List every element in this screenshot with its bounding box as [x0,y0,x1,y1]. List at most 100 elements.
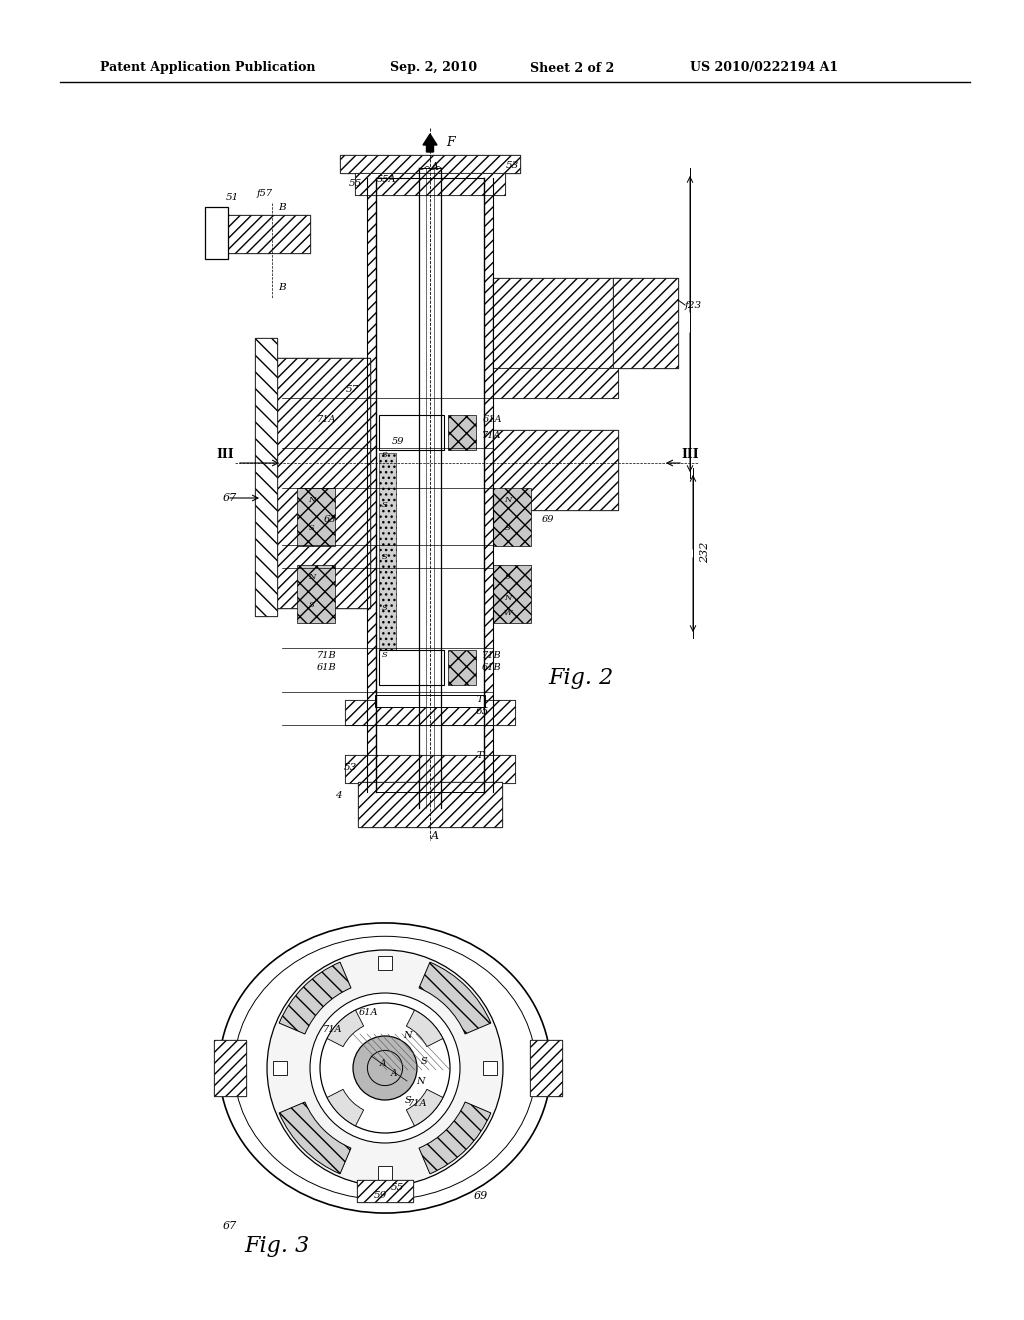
Bar [275,358,370,609]
Bar [379,414,444,450]
Text: 65: 65 [475,708,488,717]
Text: 67: 67 [223,492,238,503]
Text: S: S [505,524,511,532]
Bar [340,154,520,173]
Bar [345,700,515,725]
Text: 71A: 71A [408,1100,427,1109]
Bar [379,453,396,653]
Text: III: III [681,449,698,462]
Bar [493,368,618,399]
Bar [255,338,278,616]
Bar [345,755,515,783]
Text: B: B [279,284,286,293]
Text: 61A: 61A [359,1008,379,1018]
Text: B: B [279,203,286,213]
Text: N: N [504,496,512,504]
Text: Patent Application Publication: Patent Application Publication [100,62,315,74]
Wedge shape [419,962,490,1034]
Text: N: N [417,1077,425,1085]
Bar [275,358,370,609]
Text: 53: 53 [506,161,518,169]
Text: 71A: 71A [482,430,502,440]
Text: 61B: 61B [482,664,502,672]
Bar [449,649,476,685]
Bar [355,173,505,195]
Bar [378,1166,392,1180]
Bar [483,1061,497,1074]
Bar [378,956,392,970]
Text: T: T [477,751,483,759]
Text: 61B: 61B [317,664,337,672]
Wedge shape [419,1102,490,1173]
Text: 53: 53 [343,763,356,772]
Text: 4: 4 [335,791,341,800]
Bar [493,430,618,510]
Bar [205,207,228,259]
Text: Sheet 2 of 2: Sheet 2 of 2 [530,62,614,74]
Text: A: A [431,832,439,841]
Text: N: N [504,594,512,602]
Text: 71B: 71B [317,651,337,660]
Text: S: S [404,1096,411,1105]
Text: f57: f57 [257,189,273,198]
Bar [484,178,493,792]
Text: N: N [308,573,315,581]
Bar [375,696,485,708]
Bar [214,1040,246,1096]
Text: A: A [391,1068,397,1077]
Wedge shape [327,1010,364,1047]
Bar [358,781,502,828]
Text: S: S [421,1057,427,1067]
Bar [345,755,515,783]
Bar [225,215,310,253]
Wedge shape [280,962,351,1034]
Text: W: W [504,609,512,616]
Bar [493,279,618,368]
Text: 59: 59 [374,1192,387,1200]
Text: N: N [403,1031,412,1040]
Text: 59: 59 [392,437,404,446]
Wedge shape [407,1089,443,1126]
Text: S: S [382,605,388,612]
Text: 55: 55 [390,1184,403,1192]
Bar [530,1040,562,1096]
Text: T: T [477,696,483,705]
Text: S: S [382,553,388,561]
Text: 71A: 71A [317,416,337,425]
Text: Sep. 2, 2010: Sep. 2, 2010 [390,62,477,74]
Text: US 2010/0222194 A1: US 2010/0222194 A1 [690,62,838,74]
Text: N: N [308,496,315,504]
Bar [273,1061,287,1074]
FancyArrow shape [423,135,437,152]
Text: 69: 69 [474,1191,488,1201]
Text: 232: 232 [700,541,710,562]
Bar [340,154,520,173]
Bar [449,414,476,450]
Bar [357,1180,413,1203]
Circle shape [310,993,460,1143]
Text: S: S [382,502,388,510]
Text: 55A: 55A [377,176,396,185]
Bar [493,565,531,623]
Text: 55: 55 [348,178,361,187]
Text: 61A: 61A [482,416,502,425]
Bar [214,1040,246,1096]
Wedge shape [407,1010,443,1047]
Text: 71A: 71A [324,1024,343,1034]
Text: 71B: 71B [482,651,502,660]
Text: 63: 63 [324,516,336,524]
Bar [493,368,618,399]
Bar [225,215,310,253]
Text: Fig. 3: Fig. 3 [245,1236,309,1257]
Text: 51: 51 [225,194,239,202]
Text: F: F [445,136,455,149]
Bar [358,781,502,828]
Text: S: S [309,601,314,609]
Text: III: III [216,449,233,462]
Bar [367,178,376,792]
Text: f23: f23 [684,301,701,309]
Text: Fig. 2: Fig. 2 [548,667,613,689]
Wedge shape [280,1102,351,1173]
Text: A: A [380,1060,386,1068]
Text: 57: 57 [345,385,358,395]
